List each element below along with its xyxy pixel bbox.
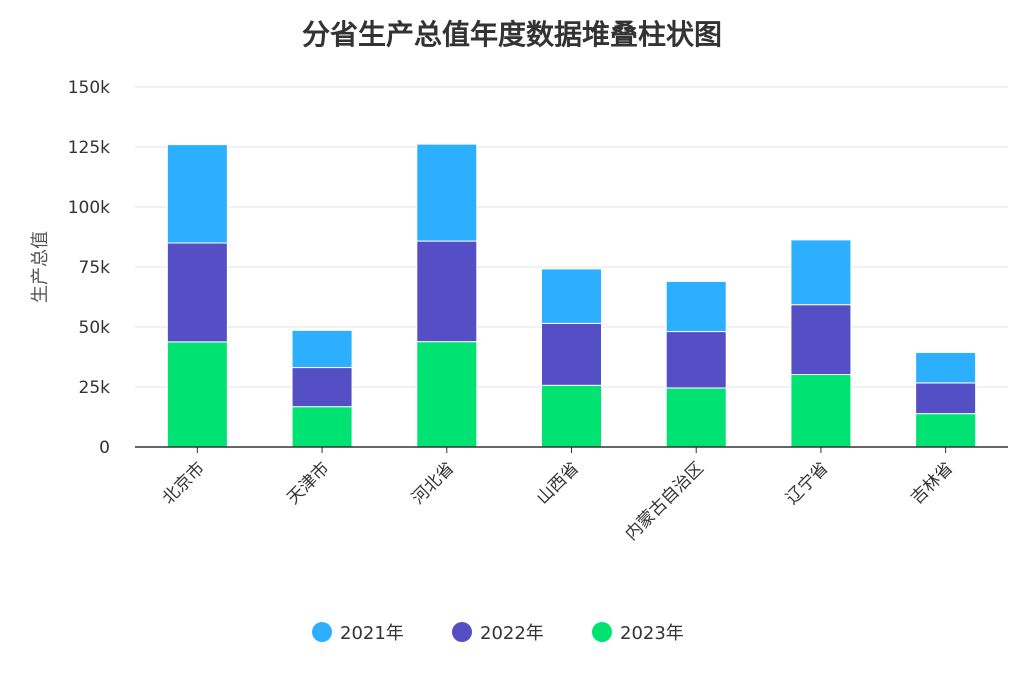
legend[interactable]: 2021年 2022年 2023年 — [312, 622, 684, 644]
y-tick-label: 75k — [79, 258, 111, 278]
chart-title: 分省生产总值年度数据堆叠柱状图 — [302, 18, 722, 51]
y-tick-label: 25k — [79, 378, 111, 398]
bar-segment[interactable]: 内蒙古自治区 2023年: 24600 — [665, 387, 727, 448]
legend-label: 2021年 — [340, 623, 404, 644]
bar-segment[interactable]: 河北省 2023年: 43900 — [416, 341, 478, 448]
y-tick-label: 100k — [68, 198, 110, 218]
y-tick-label: 50k — [79, 318, 111, 338]
bar-segment[interactable]: 河北省 2021年: 40400 — [416, 143, 478, 242]
bar-segment[interactable]: 吉林省 2023年: 13900 — [915, 413, 977, 448]
bar-segment[interactable]: 北京市 2023年: 43800 — [166, 341, 228, 448]
legend-label: 2022年 — [480, 623, 544, 644]
x-tick-label: 河北省 — [408, 458, 458, 508]
legend-item[interactable]: 2022年 — [452, 622, 544, 644]
y-tick-label: 0 — [99, 438, 110, 458]
y-tick-label: 150k — [68, 78, 110, 98]
bar-segment[interactable]: 吉林省 2022年: 12800 — [915, 382, 977, 415]
legend-item[interactable]: 2021年 — [312, 622, 404, 644]
bar-segment[interactable]: 山西省 2022年: 25800 — [541, 322, 602, 386]
bar-segment[interactable]: 山西省 2023年: 25700 — [541, 384, 602, 448]
bars: 北京市 2023年: 43800北京市 2022年: 41200北京市 2021… — [166, 143, 977, 448]
x-tick-label: 吉林省 — [907, 458, 957, 508]
bar-segment[interactable]: 北京市 2022年: 41200 — [166, 242, 228, 343]
bar-segment[interactable]: 天津市 2021年: 15500 — [291, 329, 353, 369]
bar-segment[interactable]: 内蒙古自治区 2021年: 20900 — [665, 280, 727, 333]
legend-marker — [452, 622, 472, 642]
bar-segment[interactable]: 天津市 2022年: 16300 — [291, 367, 353, 408]
x-tick-label: 辽宁省 — [782, 458, 832, 508]
bar-segment[interactable]: 北京市 2021年: 41000 — [166, 144, 228, 244]
y-axis-title: 生产总值 — [30, 231, 51, 303]
bar-segment[interactable]: 河北省 2022年: 41900 — [416, 240, 478, 343]
legend-item[interactable]: 2023年 — [592, 622, 684, 644]
bar-segment[interactable]: 辽宁省 2022年: 29100 — [790, 304, 852, 376]
legend-marker — [592, 622, 612, 642]
gridlines — [135, 86, 1008, 388]
bar-segment[interactable]: 内蒙古自治区 2022年: 23500 — [665, 331, 727, 389]
x-tick-label: 北京市 — [159, 458, 209, 508]
bar-segment[interactable]: 山西省 2021年: 22700 — [541, 268, 602, 324]
x-tick-label: 天津市 — [283, 458, 333, 508]
bar-segment[interactable]: 天津市 2023年: 16800 — [291, 406, 353, 448]
y-tick-label: 125k — [68, 138, 110, 158]
bar-segment[interactable]: 辽宁省 2023年: 30200 — [790, 374, 852, 448]
x-tick-label: 山西省 — [533, 458, 583, 508]
x-tick-label: 内蒙古自治区 — [621, 458, 707, 544]
bar-segment[interactable]: 吉林省 2021年: 12700 — [915, 351, 977, 384]
legend-marker — [312, 622, 332, 642]
bar-segment[interactable]: 辽宁省 2021年: 27000 — [790, 239, 852, 306]
legend-label: 2023年 — [620, 623, 684, 644]
